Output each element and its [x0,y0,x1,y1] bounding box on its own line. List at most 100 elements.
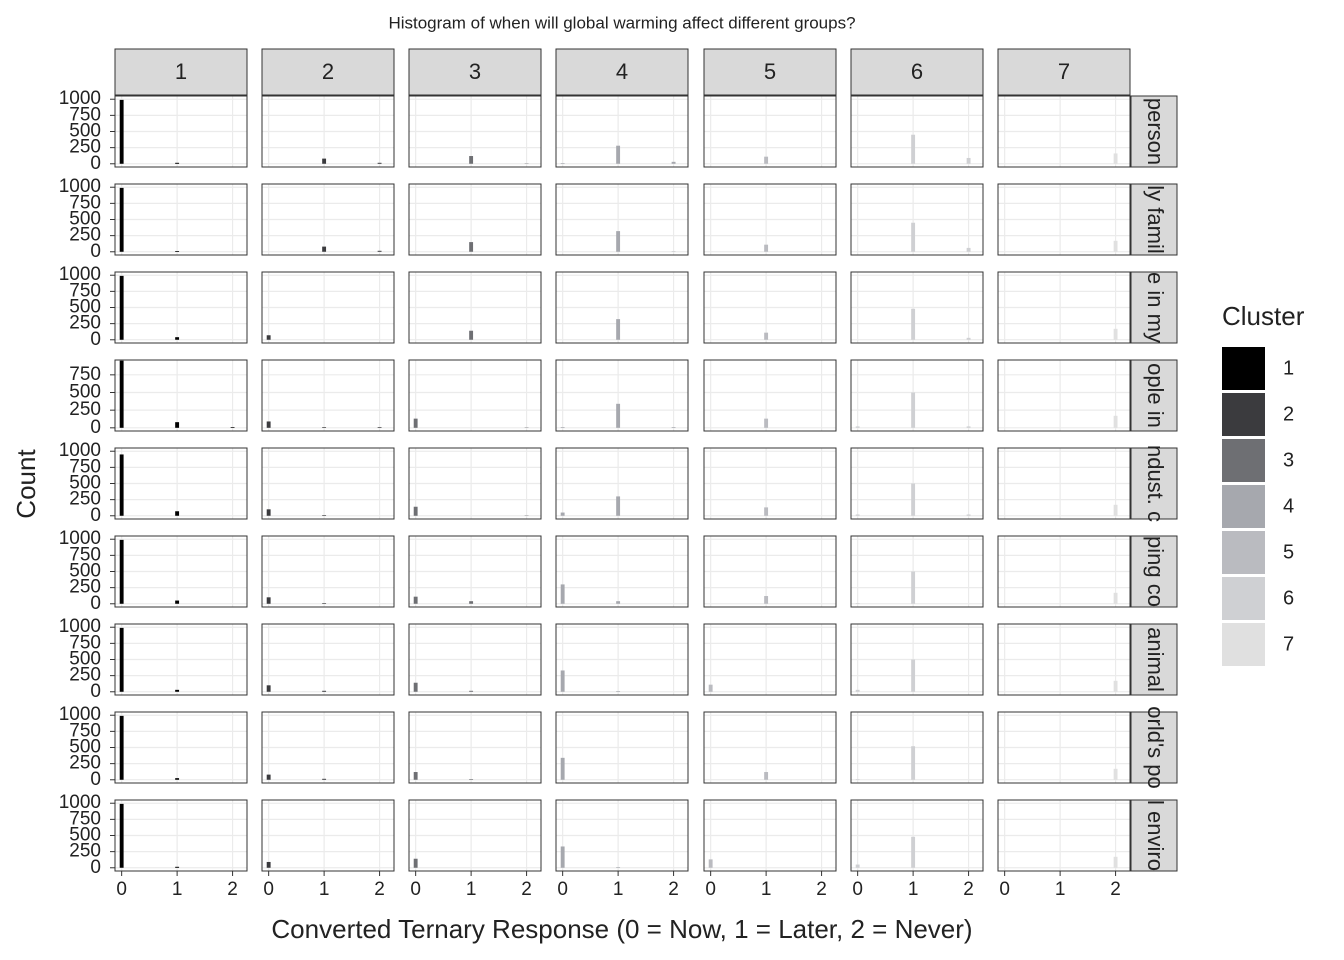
facet-strip [703,48,837,96]
bar [119,99,124,164]
x-axis-label: Converted Ternary Response (0 = Now, 1 =… [271,914,972,944]
panel-border [261,799,395,872]
bar [119,275,124,340]
x-tick-label: 2 [374,879,385,900]
x-tick-label: 2 [521,879,532,900]
panel-border [703,447,837,520]
bar [175,337,180,340]
panel-border [408,799,542,872]
y-tick-label: 1000 [59,264,101,285]
y-tick-label: 0 [90,241,101,262]
bar [855,689,860,692]
bar [322,778,327,780]
facet-strip [1130,359,1178,432]
panel [704,360,836,431]
facet-label: animal [1143,627,1168,692]
y-tick-label: 500 [69,297,101,318]
bar [322,515,327,516]
bar [855,426,860,428]
panel-border [114,799,248,872]
bar [413,858,418,868]
bar [175,866,180,868]
bar [708,859,713,868]
y-tick-label: 500 [69,649,101,670]
facet-label: ndust. c [1143,445,1168,522]
panel-border [114,711,248,784]
bar [119,803,124,868]
bar [764,332,769,340]
bar [911,392,916,428]
bar [266,335,271,340]
bar [175,511,180,516]
legend-label: 3 [1283,449,1294,471]
panel-border [703,95,837,168]
bar [560,427,565,428]
bar [616,319,621,340]
x-tick-label: 1 [319,879,330,900]
bar [764,418,769,428]
panel-border [555,271,689,344]
bar [266,421,271,428]
y-tick-label: 0 [90,681,101,702]
facet-label: ople in [1143,363,1168,428]
legend-swatch [1222,531,1265,574]
bar [911,836,916,868]
bar [911,308,916,340]
bar [966,157,971,164]
facet-strip [1130,535,1178,608]
bar [560,670,565,692]
bar [966,426,971,428]
x-tick-label: 1 [1055,879,1066,900]
y-tick-label: 1000 [59,176,101,197]
y-tick-label: 250 [69,753,101,774]
bar [322,246,327,252]
panel-border [703,535,837,608]
bar [616,496,621,516]
bar [855,514,860,516]
panel-border [408,183,542,256]
panel-border [997,359,1131,432]
y-tick-label: 250 [69,399,101,420]
panel-border [555,447,689,520]
panel-border [261,447,395,520]
panel-border [850,535,984,608]
facet-label: 6 [911,59,923,84]
bar [1113,592,1118,604]
y-tick-label: 0 [90,593,101,614]
bar [175,778,180,780]
bar [230,427,235,428]
bar [322,427,327,428]
bar [708,684,713,692]
y-tick-label: 0 [90,329,101,350]
panel-border [555,535,689,608]
y-tick-label: 0 [90,769,101,790]
bar [560,757,565,780]
bar [911,134,916,164]
panel-border [555,183,689,256]
panel-border [850,95,984,168]
panel [409,360,541,431]
facet-label: 4 [616,59,628,84]
facet-strip [1130,271,1178,344]
y-tick-label: 0 [90,417,101,438]
x-tick-label: 0 [410,879,421,900]
bar [616,867,621,868]
y-tick-label: 250 [69,489,101,510]
panel-border [261,359,395,432]
facet-strip [1130,623,1178,696]
panel-border [555,95,689,168]
bar [469,330,474,340]
facet-label: 1 [175,59,187,84]
bar [469,156,474,164]
bar [322,690,327,692]
panel-border [850,799,984,872]
legend-label: 4 [1283,495,1294,517]
y-tick-label: 1000 [59,616,101,637]
facet-strip [1130,183,1178,256]
legend-swatch [1222,393,1265,436]
panel-border [850,359,984,432]
facet-label: person [1143,98,1168,165]
panel-border [850,711,984,784]
